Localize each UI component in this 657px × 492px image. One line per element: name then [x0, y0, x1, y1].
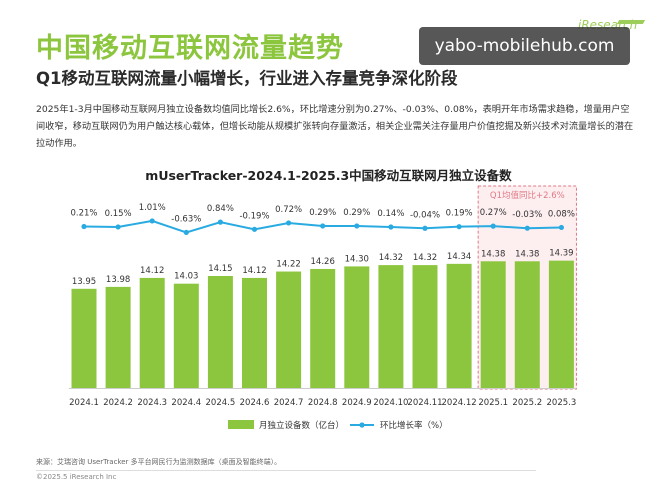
x-tick-label: 2024.2 — [103, 398, 133, 408]
bar — [71, 288, 97, 388]
copyright-text: ©2025.5 iResearch Inc — [36, 473, 117, 481]
rate-point — [115, 224, 121, 230]
rate-point — [388, 224, 394, 230]
rate-point — [354, 223, 360, 229]
page-title: 中国移动互联网流量趋势 — [36, 33, 344, 64]
bar-value-label: 14.34 — [447, 252, 471, 262]
x-tick-label: 2025.3 — [547, 398, 577, 408]
bar-value-label: 14.12 — [242, 266, 266, 276]
legend-bar-swatch — [228, 420, 254, 429]
rate-point — [524, 225, 530, 231]
bar-value-label: 14.22 — [276, 260, 300, 270]
x-tick-label: 2024.12 — [442, 398, 477, 408]
rate-point — [558, 224, 565, 231]
rate-label: 0.27% — [480, 208, 507, 218]
x-tick-label: 2024.8 — [308, 398, 338, 408]
x-tick-label: 2024.9 — [342, 398, 372, 408]
bar — [173, 283, 199, 388]
watermark-banner: yabo-mobilehub.com — [419, 27, 630, 65]
x-tick-label: 2024.3 — [137, 398, 167, 408]
bar — [344, 266, 370, 388]
footer-divider — [36, 470, 536, 471]
rate-label: 1.01% — [139, 203, 166, 213]
x-tick-label: 2024.4 — [171, 398, 201, 408]
bar-value-label: 14.03 — [174, 272, 198, 282]
intro-paragraph: 2025年1-3月中国移动互联网月独立设备数均值同比增长2.6%，环比增速分别为… — [36, 104, 634, 149]
rate-label: 0.72% — [275, 205, 302, 215]
bar-value-label: 14.26 — [311, 257, 335, 267]
x-tick-label: 2025.1 — [478, 398, 508, 408]
rate-point — [320, 223, 326, 229]
rate-label: 0.08% — [548, 209, 575, 219]
rate-label: -0.19% — [239, 211, 269, 221]
bar — [105, 286, 131, 388]
x-tick-label: 2024.7 — [274, 398, 304, 408]
rate-label: 0.29% — [309, 208, 336, 218]
bar-value-label: 14.12 — [140, 266, 164, 276]
bar-value-label: 14.30 — [345, 254, 369, 264]
chart-title: mUserTracker-2024.1-2025.3中国移动互联网月独立设备数 — [145, 168, 512, 183]
rate-label: 0.29% — [343, 208, 370, 218]
rate-label: -0.03% — [512, 210, 542, 220]
bar — [480, 261, 506, 388]
rate-point — [422, 225, 428, 231]
rate-point — [251, 226, 258, 232]
x-tick-label: 2024.6 — [240, 398, 270, 408]
bar-value-label: 14.38 — [515, 249, 539, 259]
x-tick-label: 2024.1 — [69, 398, 99, 408]
bar-value-label: 14.39 — [549, 249, 573, 259]
x-tick-label: 2024.11 — [407, 398, 442, 408]
rate-point — [286, 220, 292, 226]
bar — [548, 260, 574, 388]
bar — [207, 276, 233, 388]
bar — [378, 265, 404, 388]
bar — [310, 268, 336, 388]
x-tick-label: 2024.5 — [206, 398, 236, 408]
rate-label: 0.15% — [105, 209, 132, 219]
bar-value-label: 14.32 — [379, 253, 403, 263]
rate-label: 0.21% — [70, 209, 97, 219]
page-subtitle: Q1移动互联网流量小幅增长，行业进入存量竞争深化阶段 — [36, 69, 458, 88]
rate-label: 0.14% — [377, 209, 404, 219]
bar-value-label: 14.32 — [413, 253, 437, 263]
bar — [139, 277, 165, 388]
bar — [514, 261, 540, 388]
rate-label: -0.63% — [171, 214, 201, 224]
bar-value-label: 13.95 — [72, 277, 96, 287]
x-tick-label: 2024.10 — [373, 398, 408, 408]
rate-label: -0.04% — [410, 210, 440, 220]
legend-line-marker — [359, 422, 365, 428]
rate-point — [217, 219, 223, 225]
bar — [412, 265, 438, 388]
legend-bar-label: 月独立设备数（亿台） — [259, 420, 344, 431]
bar-value-label: 14.38 — [481, 249, 505, 259]
bar — [242, 277, 267, 388]
source-note: 来源：艾瑞咨询 UserTracker 多平台网民行为监测数据库（桌面及智能终端… — [36, 458, 282, 466]
rate-point — [456, 224, 462, 230]
bar-value-label: 13.98 — [106, 275, 130, 285]
legend-line-label: 环比增长率（%） — [380, 420, 448, 431]
bar-value-label: 14.15 — [208, 264, 232, 274]
bar — [276, 271, 302, 388]
rate-label: 0.84% — [207, 204, 234, 214]
rate-point — [81, 223, 87, 230]
rate-point — [490, 223, 496, 229]
rate-label: 0.19% — [446, 209, 473, 219]
rate-point — [183, 229, 189, 236]
bar — [446, 263, 472, 388]
annotation-label: Q1均值同比+2.6% — [490, 190, 565, 201]
x-tick-label: 2025.2 — [512, 398, 542, 408]
rate-point — [149, 218, 155, 224]
